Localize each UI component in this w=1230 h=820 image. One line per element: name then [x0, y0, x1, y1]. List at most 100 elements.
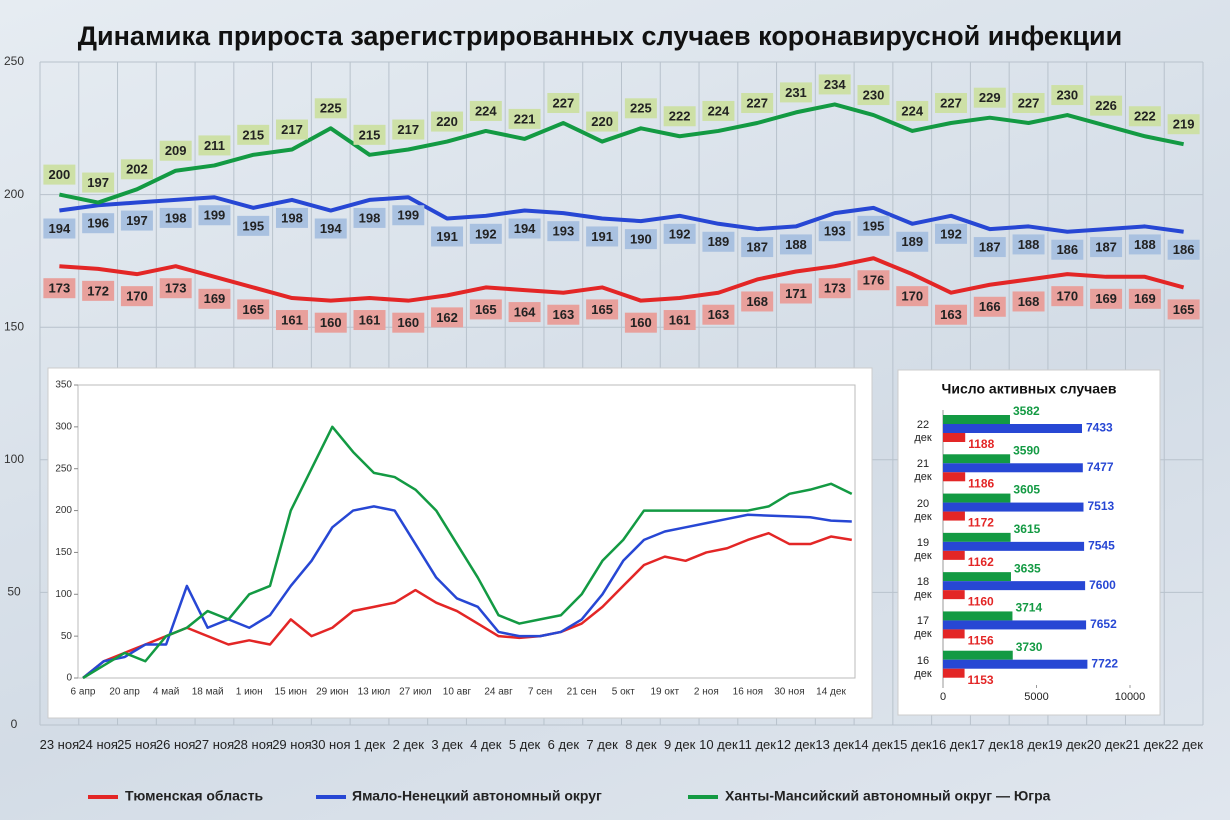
data-label-box — [508, 302, 541, 323]
legend-label: Ханты-Мансийский автономный округ — Югра — [725, 788, 1051, 804]
x-tick-label: 1 дек — [353, 737, 386, 752]
bar — [943, 532, 1011, 542]
data-label-box — [120, 159, 153, 180]
data-label: 191 — [591, 229, 613, 244]
data-label-box — [857, 270, 890, 291]
y-tick-label: 19 дек — [914, 536, 932, 562]
data-label: 168 — [1018, 294, 1040, 309]
data-label-box — [353, 207, 386, 228]
data-label: 168 — [746, 294, 768, 309]
data-label-box — [1051, 239, 1084, 260]
data-label: 219 — [1173, 117, 1195, 132]
series-line — [82, 505, 852, 679]
data-label-box — [818, 221, 851, 242]
y-tick-label: 100 — [4, 452, 24, 466]
y-tick-label: 200 — [4, 187, 24, 201]
data-label: 225 — [320, 101, 342, 116]
x-tick-label: 6 дек — [547, 737, 580, 752]
x-tick-label: 13 июл — [358, 687, 391, 698]
data-label: 7652 — [1090, 617, 1117, 631]
data-label: 229 — [979, 90, 1001, 105]
bar — [943, 424, 1082, 433]
x-tick-label: 12 дек — [776, 737, 816, 752]
data-label-box — [857, 215, 890, 236]
data-label: 222 — [1134, 109, 1156, 124]
data-label: 227 — [746, 95, 768, 110]
data-label: 1160 — [968, 594, 994, 608]
data-label: 211 — [204, 138, 225, 153]
data-label-box — [159, 140, 192, 161]
data-label: 191 — [436, 229, 458, 244]
bar — [943, 433, 966, 442]
data-label: 169 — [1095, 291, 1117, 306]
data-label: 166 — [979, 299, 1001, 314]
bar — [943, 620, 1087, 630]
x-tick-label: 19 дек — [1048, 737, 1087, 752]
data-label: 227 — [1018, 95, 1040, 110]
bar — [943, 659, 1088, 669]
x-tick-label: 21 сен — [567, 687, 597, 698]
y-tick-label: 50 — [61, 631, 73, 642]
data-label-box — [508, 108, 541, 129]
data-label-box — [43, 278, 76, 299]
data-label: 188 — [1134, 237, 1156, 252]
series-line — [82, 531, 852, 679]
x-tick-label: 5000 — [1024, 691, 1048, 703]
y-tick-label: 50 — [7, 585, 21, 599]
bar — [943, 629, 965, 639]
bar — [943, 502, 1084, 512]
data-label-box — [624, 312, 657, 333]
data-label-box — [586, 111, 619, 132]
data-label: 170 — [1056, 289, 1078, 304]
data-label-box — [431, 111, 464, 132]
data-label: 220 — [591, 114, 613, 129]
data-label-box — [198, 135, 231, 156]
data-label: 187 — [1095, 240, 1117, 255]
inset-panel — [47, 367, 873, 719]
y-tick-label: 200 — [55, 505, 72, 516]
data-label-box — [1167, 239, 1200, 260]
y-tick-label: 100 — [55, 589, 72, 600]
data-label-box — [469, 223, 502, 244]
bar — [943, 590, 965, 600]
data-label: 160 — [630, 315, 652, 330]
x-tick-label: 6 апр — [71, 687, 96, 698]
data-label-box — [935, 92, 968, 113]
data-label: 169 — [204, 291, 226, 306]
x-tick-label: 5 дек — [508, 737, 541, 752]
data-label: 165 — [591, 302, 613, 317]
x-tick-label: 20 апр — [109, 687, 140, 698]
data-label-box — [353, 124, 386, 145]
data-label: 209 — [165, 143, 187, 158]
data-label-box — [1128, 106, 1161, 127]
data-label: 3582 — [1013, 404, 1040, 418]
data-label: 230 — [1056, 87, 1078, 102]
data-label-box — [82, 280, 115, 301]
x-tick-label: 17 дек — [970, 737, 1010, 752]
data-label-box — [82, 172, 115, 193]
data-label: 190 — [630, 232, 652, 247]
data-label: 224 — [901, 103, 923, 118]
y-tick-label: 250 — [4, 54, 24, 68]
data-label: 217 — [281, 122, 303, 137]
y-tick-label: 150 — [55, 547, 72, 558]
x-tick-label: 1 июн — [236, 687, 263, 698]
x-tick-label: 4 май — [153, 687, 179, 698]
data-label: 170 — [126, 289, 148, 304]
data-label: 200 — [49, 167, 71, 182]
data-label: 3590 — [1013, 443, 1040, 457]
x-tick-label: 24 ноя — [78, 737, 118, 752]
data-label-box — [624, 98, 657, 119]
data-label: 3714 — [1015, 601, 1042, 615]
data-label: 189 — [708, 234, 730, 249]
y-tick-label: 300 — [55, 421, 72, 432]
data-label: 198 — [165, 210, 187, 225]
data-label-box — [547, 221, 580, 242]
bar — [943, 550, 965, 560]
data-label-box — [818, 74, 851, 95]
data-label-box — [314, 218, 347, 239]
bar — [943, 472, 966, 482]
data-label: 199 — [204, 208, 226, 223]
data-label: 3605 — [1013, 483, 1040, 497]
